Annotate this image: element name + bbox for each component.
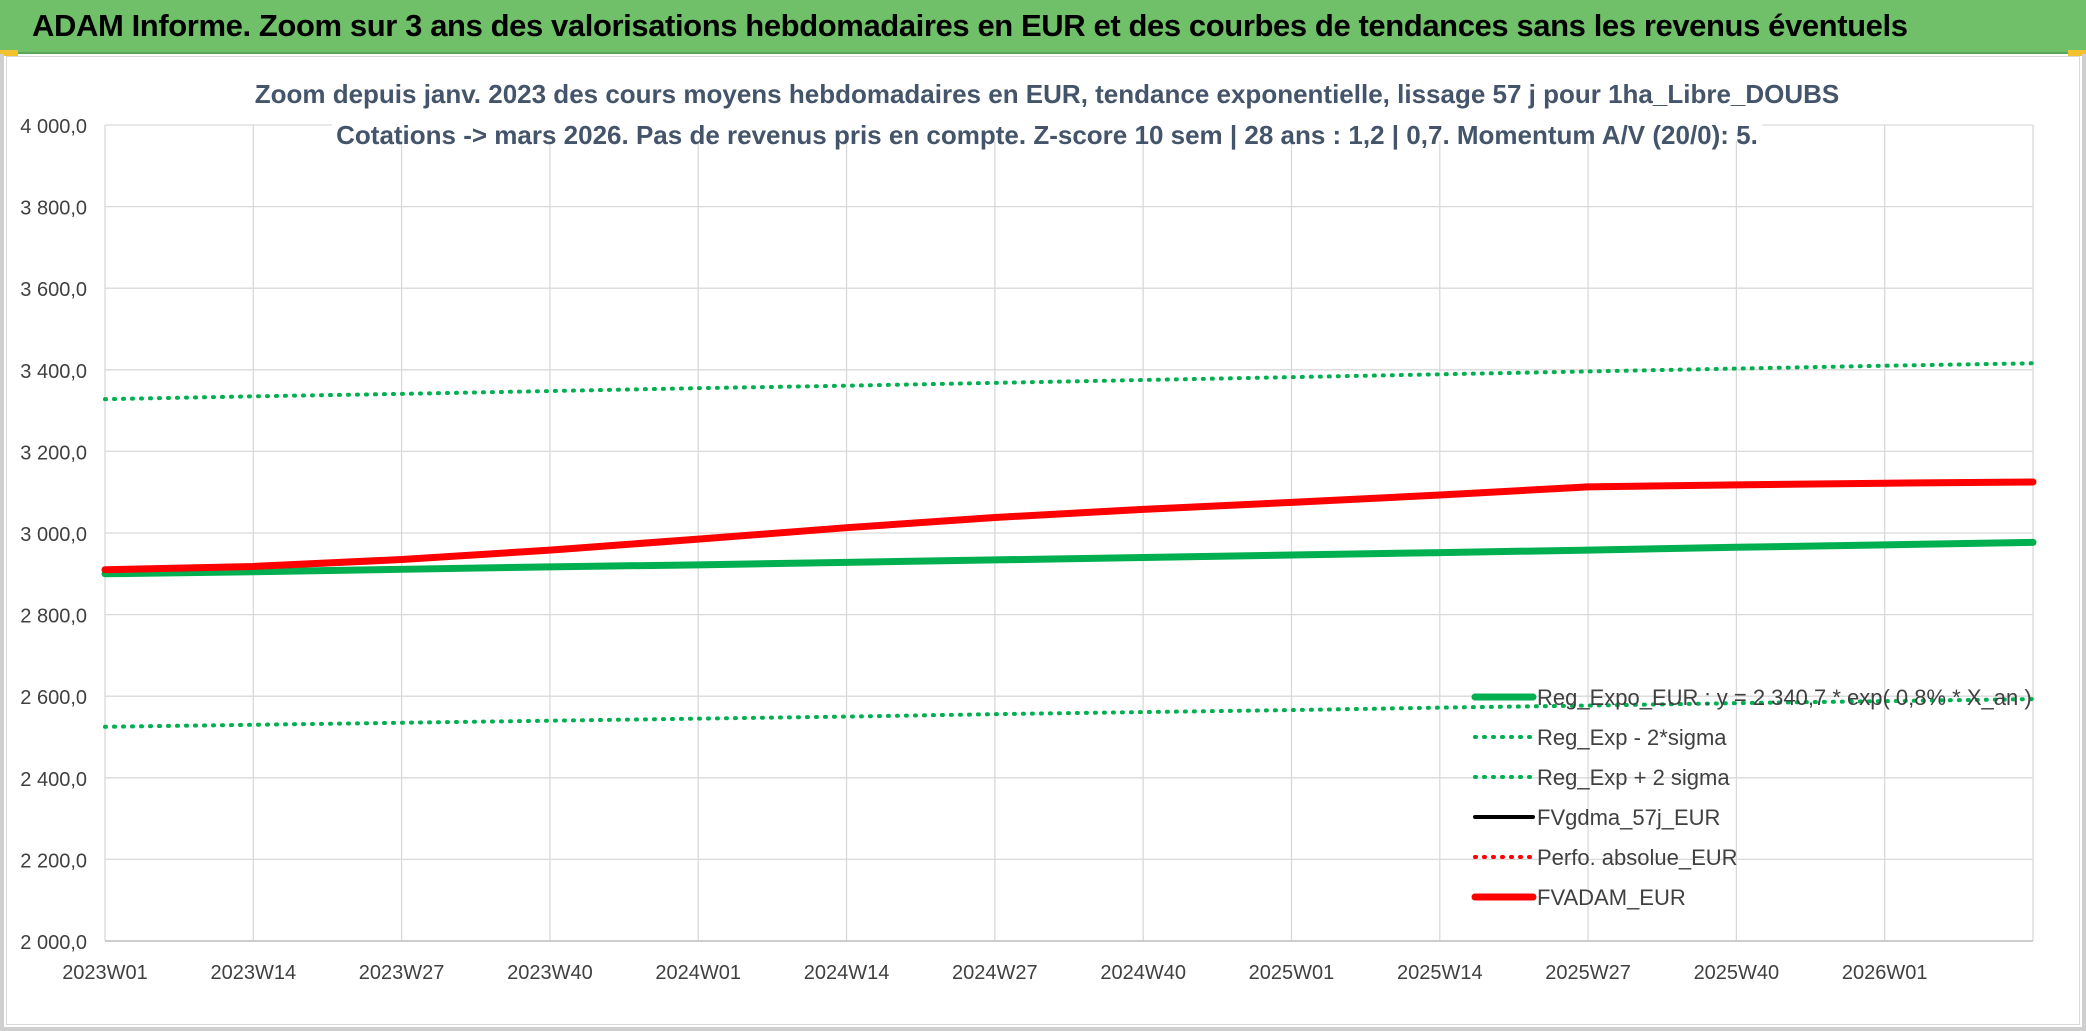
x-tick-label: 2023W40 xyxy=(507,962,593,984)
chart-title-line-2: Cotations -> mars 2026. Pas de revenus p… xyxy=(336,120,1758,150)
line-chart: 4 000,0 3 800,0 3 600,0 3 400,0 3 200,0 3 000… xyxy=(20,59,2037,984)
x-tick-label: 2025W27 xyxy=(1545,962,1631,984)
y-tick-label: 2 000,0 xyxy=(20,932,87,954)
y-tick-label: 2 600,0 xyxy=(20,687,87,709)
series-lines xyxy=(101,361,2037,729)
series-line-3 xyxy=(103,361,2035,402)
y-tick-label: 2 200,0 xyxy=(20,850,87,872)
y-tick-label: 3 200,0 xyxy=(20,442,87,464)
legend-label: Perfo. absolue_EUR xyxy=(1537,845,1738,870)
legend-label: Reg_Exp - 2*sigma xyxy=(1537,725,1727,750)
y-tick-label: 2 800,0 xyxy=(20,606,87,628)
x-tick-label: 2024W40 xyxy=(1100,962,1186,984)
legend-label: Reg_Expo_EUR : y = 2 340,7 * exp( 0,8% *… xyxy=(1537,685,2032,710)
y-tick-label: 2 400,0 xyxy=(20,769,87,791)
x-tick-label: 2024W27 xyxy=(952,962,1038,984)
y-tick-label: 3 600,0 xyxy=(20,279,87,301)
header-bar: ADAM Informe. Zoom sur 3 ans des valoris… xyxy=(0,0,2086,56)
x-tick-label: 2023W27 xyxy=(359,962,445,984)
left-border xyxy=(0,54,4,1031)
y-tick-label: 3 400,0 xyxy=(20,361,87,383)
chart-area: 4 000,0 3 800,0 3 600,0 3 400,0 3 200,0 3 000… xyxy=(6,56,2080,1025)
chart-title-line-1: Zoom depuis janv. 2023 des cours moyens … xyxy=(255,79,1840,109)
legend-label: Reg_Exp + 2 sigma xyxy=(1537,765,1730,790)
x-tick-label: 2025W14 xyxy=(1397,962,1483,984)
x-tick-label: 2026W01 xyxy=(1842,962,1928,984)
x-tick-label: 2024W01 xyxy=(655,962,741,984)
chart-title: Zoom depuis janv. 2023 des cours moyens … xyxy=(255,59,1840,150)
series-line-6 xyxy=(101,478,2037,574)
x-tick-label: 2024W14 xyxy=(804,962,890,984)
x-axis-ticks: 2023W01 2023W14 2023W27 2023W40 2024W01 2024W… xyxy=(62,962,1927,984)
y-tick-label: 3 000,0 xyxy=(20,524,87,546)
legend-label: FVgdma_57j_EUR xyxy=(1537,805,1720,830)
page-title: ADAM Informe. Zoom sur 3 ans des valoris… xyxy=(32,8,1908,43)
x-tick-label: 2023W14 xyxy=(210,962,296,984)
x-tick-label: 2025W40 xyxy=(1694,962,1780,984)
legend-label: FVADAM_EUR xyxy=(1537,885,1686,910)
gridlines xyxy=(104,124,2034,942)
x-tick-label: 2023W01 xyxy=(62,962,148,984)
y-axis-ticks: 4 000,0 3 800,0 3 600,0 3 400,0 3 200,0 3 000… xyxy=(20,116,87,954)
y-tick-label: 4 000,0 xyxy=(20,116,87,138)
bottom-border xyxy=(0,1027,2086,1031)
x-tick-label: 2025W01 xyxy=(1249,962,1335,984)
series-line-2 xyxy=(103,697,2035,729)
right-border xyxy=(2082,54,2086,1031)
legend: Reg_Expo_EUR : y = 2 340,7 * exp( 0,8% *… xyxy=(1471,685,2032,910)
y-tick-label: 3 800,0 xyxy=(20,198,87,220)
series-line-1 xyxy=(101,538,2037,578)
